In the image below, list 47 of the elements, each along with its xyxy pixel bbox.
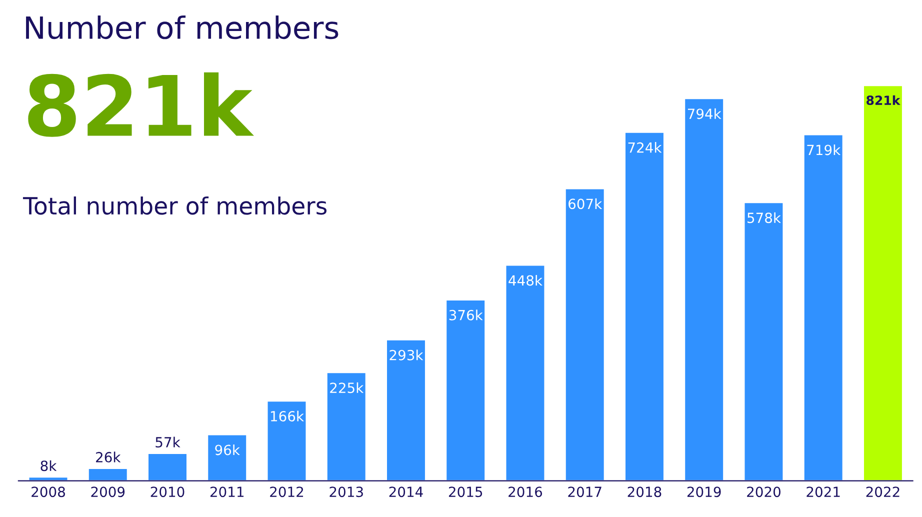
data-label: 607k — [568, 198, 602, 210]
x-tick-label: 2010 — [150, 486, 184, 498]
x-tick-label: 2013 — [330, 486, 363, 498]
x-tick-label: 2016 — [508, 486, 542, 498]
x-tick-label: 2022 — [866, 486, 900, 498]
data-label: 293k — [390, 350, 424, 360]
x-tick-label: 2014 — [389, 486, 423, 498]
x-tick-label: 2018 — [628, 486, 662, 498]
data-label: 719k — [807, 144, 841, 156]
data-label: 57k — [156, 436, 180, 448]
annotation: 821k — [28, 72, 254, 137]
data-label: 225k — [330, 382, 364, 394]
data-label: 578k — [748, 212, 781, 224]
x-tick-label: 2020 — [747, 486, 780, 498]
x-tick-label: 2021 — [806, 486, 840, 498]
bar — [862, 84, 904, 481]
bar — [445, 299, 486, 481]
x-tick-label: 2008 — [32, 486, 65, 498]
chart-title: Number of members — [26, 16, 338, 40]
bar — [802, 134, 844, 481]
data-label: 96k — [215, 444, 240, 456]
x-tick-label: 2009 — [91, 486, 125, 498]
data-label: 166k — [270, 410, 304, 422]
x-tick-label: 2019 — [687, 486, 721, 498]
data-label: 821k — [866, 95, 900, 106]
data-label: 26k — [96, 452, 121, 462]
bar — [684, 98, 724, 481]
data-label: 794k — [688, 108, 722, 120]
x-tick-label: 2012 — [270, 486, 304, 498]
x-tick-label: 2017 — [568, 486, 602, 498]
bar — [743, 202, 784, 481]
x-tick-label: 2011 — [210, 486, 244, 498]
bar — [326, 372, 367, 481]
data-label: 8k — [40, 460, 57, 472]
x-tick-label: 2015 — [448, 486, 482, 498]
data-label: 724k — [628, 142, 662, 153]
bar — [88, 468, 128, 481]
bar — [564, 188, 606, 481]
bar — [624, 131, 665, 481]
bar — [147, 452, 188, 481]
annotation: Total number of members — [22, 196, 327, 215]
bar — [504, 264, 546, 481]
data-label: 376k — [449, 310, 483, 320]
bar — [206, 434, 248, 481]
data-label: 448k — [508, 274, 542, 286]
bar — [386, 339, 426, 481]
bar — [266, 400, 308, 481]
